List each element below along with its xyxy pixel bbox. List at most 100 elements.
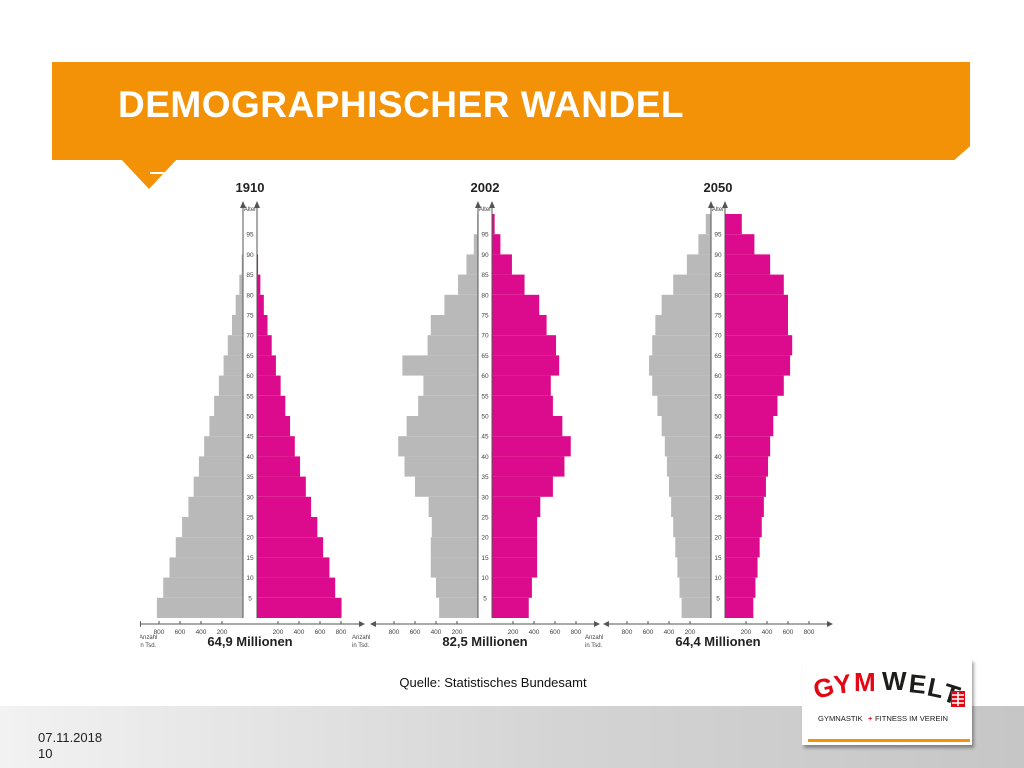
age-tick-label: 65 [714, 353, 722, 360]
count-axis-arrow-left [140, 621, 141, 627]
bar-male [404, 456, 478, 477]
count-axis-label: Anzahl [352, 635, 370, 641]
bar-female [492, 496, 541, 517]
bar-female [492, 557, 538, 578]
age-tick-label: 70 [714, 333, 722, 340]
svg-text:GYMNASTIK: GYMNASTIK [818, 714, 863, 723]
bar-male [402, 355, 478, 376]
age-axis-arrow [254, 201, 260, 208]
bar-male [664, 436, 711, 457]
x-tick-label: 600 [550, 629, 561, 636]
bar-male [169, 557, 243, 578]
age-tick-label: 5 [248, 595, 252, 602]
age-tick-label: 65 [246, 353, 254, 360]
bar-female [492, 436, 571, 457]
bar-male [458, 274, 478, 295]
age-tick-label: 10 [481, 575, 489, 582]
bar-female [725, 294, 788, 315]
bar-female [257, 315, 268, 336]
bar-male [198, 456, 243, 477]
bar-male [430, 537, 478, 558]
bar-male [473, 234, 478, 255]
bar-male [675, 537, 711, 558]
bar-female [492, 214, 495, 235]
age-tick-label: 80 [481, 292, 489, 299]
bar-female [257, 254, 259, 275]
bar-male [430, 315, 478, 336]
bar-male [649, 355, 711, 376]
bar-female [725, 537, 760, 558]
bar-male [214, 395, 243, 416]
bar-male [652, 335, 711, 356]
svg-text:L: L [925, 672, 947, 705]
bar-male [241, 254, 243, 275]
age-tick-label: 5 [716, 595, 720, 602]
x-tick-label: 400 [294, 629, 305, 636]
age-tick-label: 25 [481, 515, 489, 522]
bar-male [439, 597, 478, 618]
logo-accent-line [808, 739, 970, 742]
age-tick-label: 30 [246, 494, 254, 501]
bar-female [257, 395, 286, 416]
x-tick-label: 800 [154, 629, 165, 636]
bar-female [492, 335, 557, 356]
bar-male [673, 274, 711, 295]
bar-male [428, 496, 478, 517]
age-tick-label: 70 [481, 333, 489, 340]
age-tick-label: 35 [481, 474, 489, 481]
age-tick-label: 20 [714, 535, 722, 542]
bar-female [725, 315, 788, 336]
title-banner [52, 62, 970, 160]
bar-female [725, 436, 771, 457]
age-tick-label: 60 [246, 373, 254, 380]
chart-title-1910: 1910 [236, 180, 265, 195]
age-tick-label: 40 [481, 454, 489, 461]
x-tick-label: 200 [685, 629, 696, 636]
bar-female [492, 274, 525, 295]
bar-male [669, 476, 711, 497]
bar-female [492, 315, 547, 336]
bar-female [492, 577, 532, 598]
bar-female [492, 537, 538, 558]
age-tick-label: 80 [246, 292, 254, 299]
x-tick-label: 600 [783, 629, 794, 636]
x-tick-label: 800 [804, 629, 815, 636]
bar-male [681, 597, 711, 618]
bar-female [492, 395, 553, 416]
age-tick-label: 45 [714, 434, 722, 441]
bar-female [492, 355, 560, 376]
banner-pointer [120, 158, 178, 189]
bar-female [725, 416, 774, 437]
bar-female [725, 496, 764, 517]
age-axis-label: Alter [244, 207, 256, 213]
x-tick-label: 400 [664, 629, 675, 636]
chart-title-2002: 2002 [471, 180, 500, 195]
page-number: 10 [38, 746, 53, 761]
age-tick-label: 35 [246, 474, 254, 481]
svg-text:E: E [907, 668, 927, 700]
age-tick-label: 75 [714, 313, 722, 320]
bar-male [430, 557, 478, 578]
age-tick-label: 30 [481, 494, 489, 501]
dtb-emblem-icon [951, 691, 965, 707]
count-axis-arrow-right [827, 621, 833, 627]
gymwelt-logo-art: G Y M W E L T GYMNASTIK + FITNESS IM VER… [810, 666, 965, 723]
bar-female [725, 597, 754, 618]
slide-title: DEMOGRAPHISCHER WANDEL [118, 84, 685, 125]
bar-female [492, 375, 551, 396]
total-population-label: 64,4 Millionen [675, 634, 760, 649]
age-tick-label: 80 [714, 292, 722, 299]
bar-female [725, 355, 791, 376]
age-axis-label: Alter [712, 207, 724, 213]
bar-male [686, 254, 711, 275]
banner-dash [150, 172, 164, 174]
bar-male [175, 537, 243, 558]
bar-male [188, 496, 243, 517]
count-axis-label: Anzahl [585, 635, 603, 641]
bar-female [725, 234, 755, 255]
x-tick-label: 600 [643, 629, 654, 636]
svg-text:+: + [868, 714, 873, 723]
bar-female [257, 557, 330, 578]
age-tick-label: 15 [246, 555, 254, 562]
age-tick-label: 50 [246, 414, 254, 421]
